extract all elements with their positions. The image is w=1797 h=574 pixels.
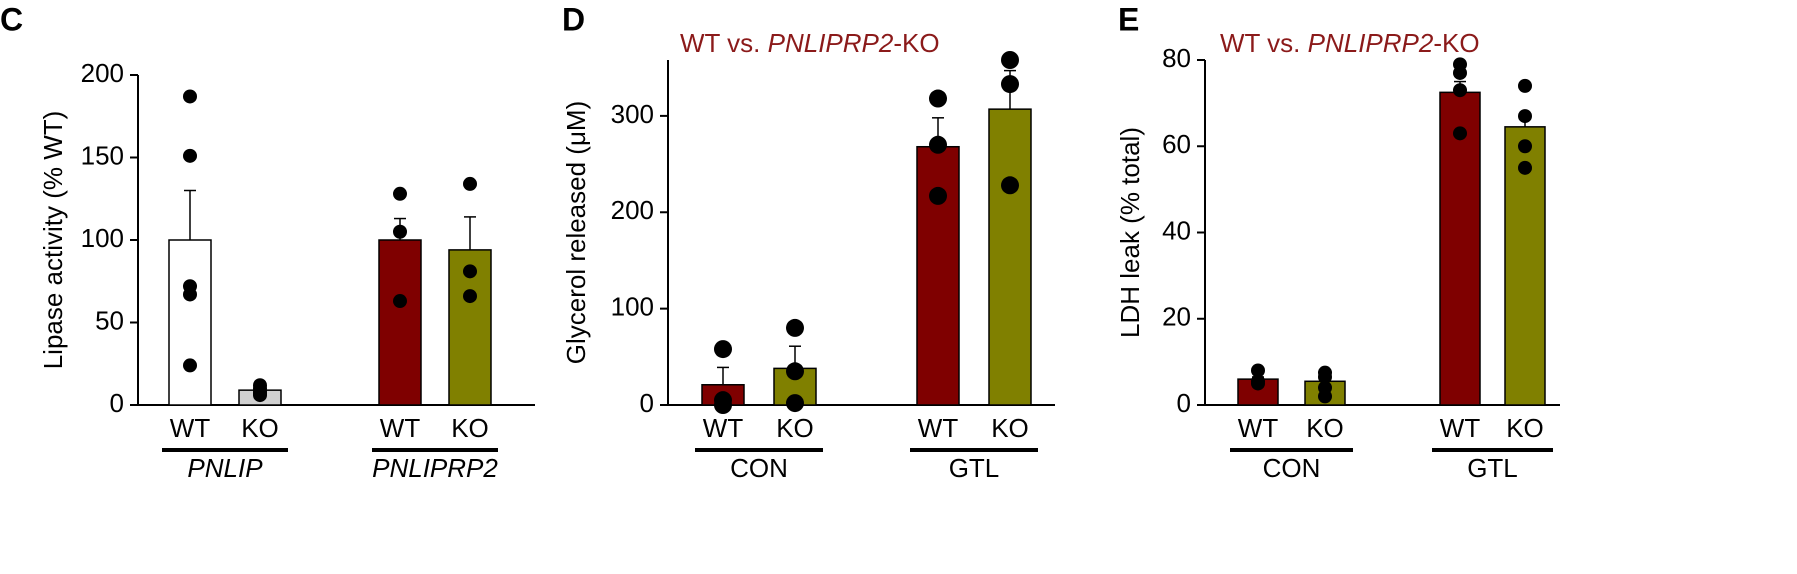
panel-label: E [1118, 1, 1139, 37]
data-point [786, 394, 804, 413]
title-part: PNLIPRP2 [768, 28, 894, 58]
data-point [929, 135, 947, 154]
y-tick-label: 0 [110, 388, 124, 418]
group-label: PNLIPRP2 [372, 453, 498, 483]
bar [1439, 91, 1481, 406]
y-tick-label: 0 [1177, 388, 1191, 418]
bar [988, 108, 1032, 406]
data-point [183, 89, 197, 104]
data-point [393, 294, 407, 309]
x-tick-label: WT [380, 413, 421, 443]
title-part: -KO [893, 28, 939, 58]
data-point [1453, 83, 1467, 98]
data-point [929, 186, 947, 205]
x-tick-label: KO [991, 413, 1029, 443]
data-point [1001, 75, 1019, 94]
group-label: CON [730, 453, 788, 483]
data-point [786, 362, 804, 381]
data-point [786, 318, 804, 337]
data-point [463, 264, 477, 279]
y-axis-label: LDH leak (% total) [1115, 127, 1145, 338]
title-part: WT vs. [680, 28, 768, 58]
x-tick-label: KO [1506, 413, 1544, 443]
data-point [1318, 369, 1332, 384]
data-point [253, 388, 267, 403]
x-tick-label: KO [241, 413, 279, 443]
y-tick-label: 300 [611, 99, 654, 129]
y-tick-label: 200 [611, 195, 654, 225]
x-tick-label: KO [451, 413, 489, 443]
x-tick-label: KO [776, 413, 814, 443]
data-point [1318, 389, 1332, 404]
y-tick-label: 50 [95, 305, 124, 335]
data-point [1001, 51, 1019, 69]
x-tick-label: WT [1440, 413, 1481, 443]
data-point [1251, 376, 1265, 391]
data-point [714, 340, 732, 359]
x-tick-label: KO [1306, 413, 1344, 443]
data-point [463, 289, 477, 304]
x-tick-label: WT [170, 413, 211, 443]
y-tick-label: 100 [611, 292, 654, 322]
data-point [929, 89, 947, 108]
title-part: WT vs. [1220, 28, 1308, 58]
data-point [393, 186, 407, 201]
chart-title: WT vs. PNLIPRP2-KO [680, 28, 940, 58]
group-label: PNLIP [187, 453, 263, 483]
panel-label: D [562, 1, 585, 37]
data-point [183, 148, 197, 163]
title-part: -KO [1433, 28, 1479, 58]
bar [168, 239, 212, 406]
x-tick-label: WT [703, 413, 744, 443]
y-tick-label: 0 [640, 388, 654, 418]
data-point [183, 358, 197, 373]
group-label: GTL [1467, 453, 1518, 483]
data-point [1518, 109, 1532, 124]
y-tick-label: 40 [1162, 215, 1191, 245]
y-tick-label: 150 [81, 140, 124, 170]
data-point [463, 176, 477, 191]
data-point [1518, 78, 1532, 93]
y-tick-label: 100 [81, 223, 124, 253]
data-point [1001, 176, 1019, 195]
panel-label: C [0, 1, 23, 37]
title-part: PNLIPRP2 [1308, 28, 1434, 58]
data-point [714, 396, 732, 414]
y-tick-label: 200 [81, 58, 124, 88]
x-tick-label: WT [918, 413, 959, 443]
bar [378, 239, 422, 406]
y-tick-label: 60 [1162, 129, 1191, 159]
group-label: GTL [949, 453, 1000, 483]
data-point [1453, 65, 1467, 80]
group-label: CON [1263, 453, 1321, 483]
bar [916, 145, 960, 406]
data-point [183, 287, 197, 302]
y-axis-label: Glycerol released (μM) [561, 101, 591, 365]
data-point [1518, 160, 1532, 175]
chart-title: WT vs. PNLIPRP2-KO [1220, 28, 1480, 58]
x-tick-label: WT [1238, 413, 1279, 443]
data-point [1251, 363, 1265, 378]
y-tick-label: 20 [1162, 302, 1191, 332]
data-point [1453, 126, 1467, 141]
data-point [1518, 139, 1532, 154]
y-axis-label: Lipase activity (% WT) [38, 111, 68, 370]
y-tick-label: 80 [1162, 43, 1191, 73]
data-point [393, 224, 407, 239]
